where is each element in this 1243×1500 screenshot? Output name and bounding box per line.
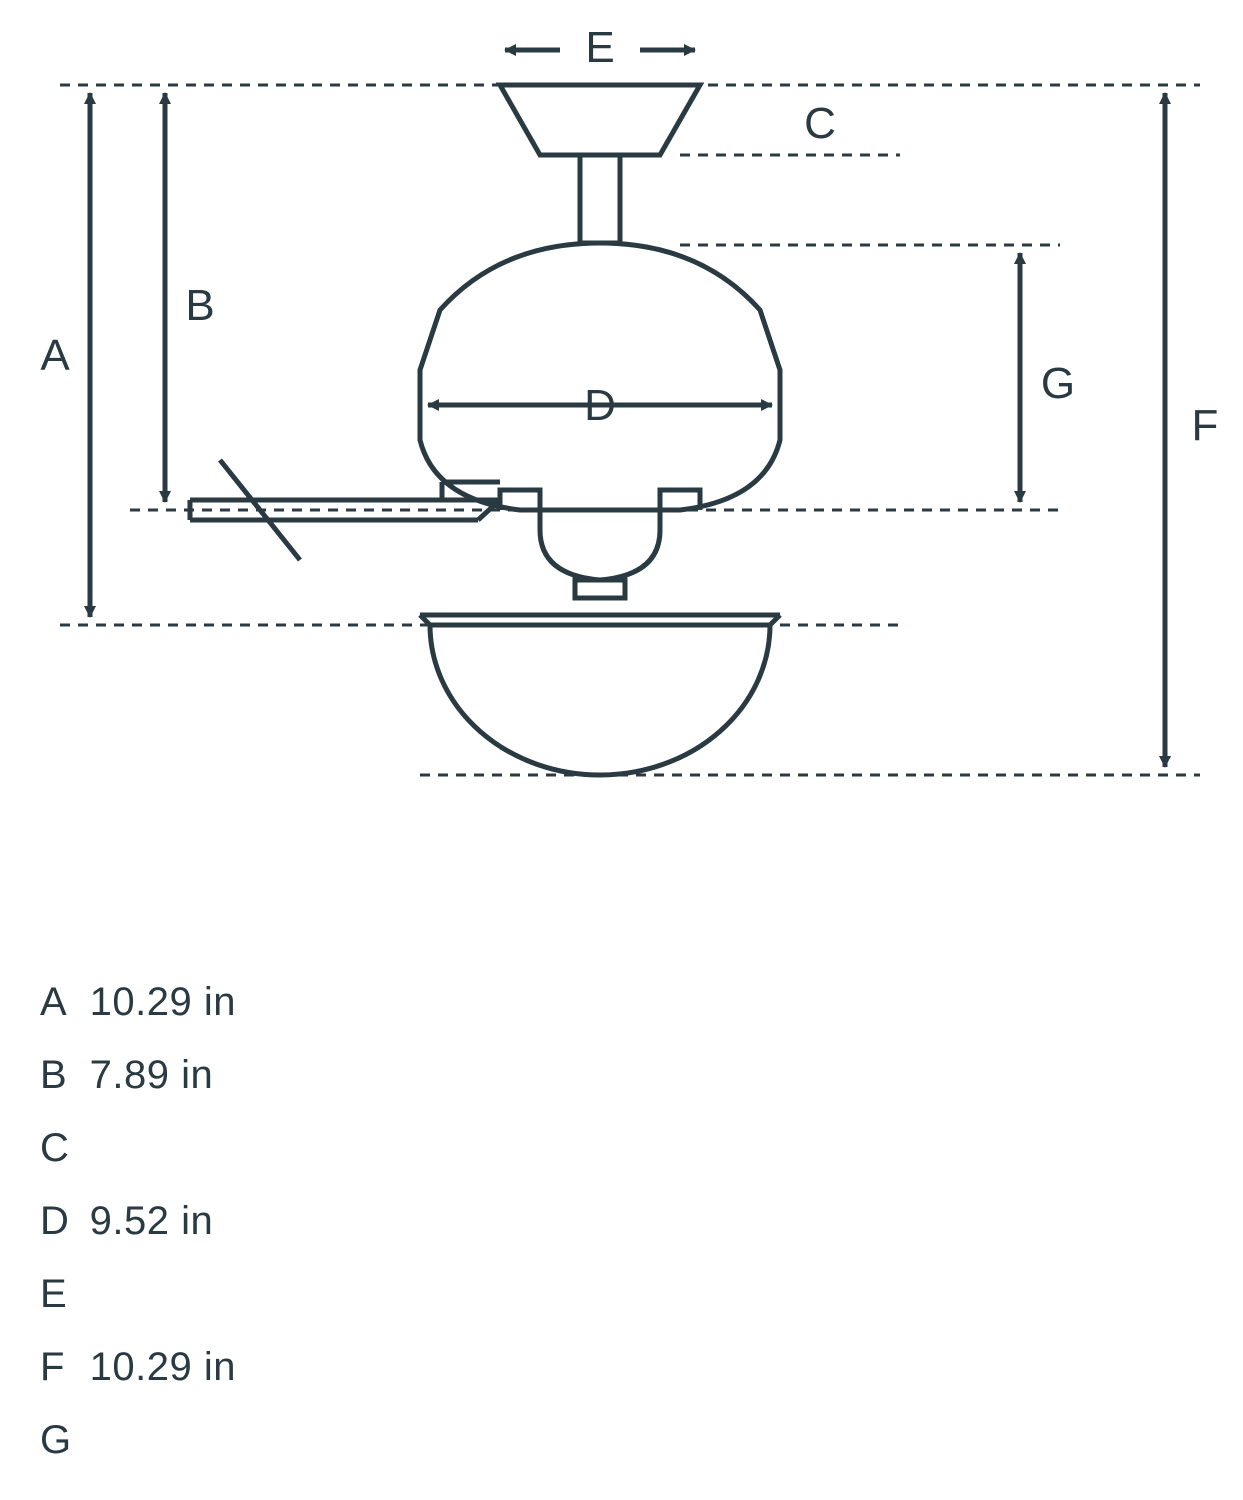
legend-key: C [40,1126,78,1171]
dimension-arrows [90,50,1165,767]
legend-key: D [40,1199,78,1244]
legend-row: E [40,1272,236,1317]
legend-value: 10.29 in [90,980,236,1024]
dimension-legend: A 10.29 in B 7.89 in C D 9.52 in E F 10.… [40,980,236,1491]
fan-dimension-diagram: E D A B C G F [0,0,1243,880]
diagram-svg: E D A B C G F [0,0,1243,880]
legend-row: F 10.29 in [40,1345,236,1390]
legend-row: D 9.52 in [40,1199,236,1244]
label-E: E [585,23,614,72]
label-F: F [1192,401,1219,450]
legend-key: F [40,1345,78,1390]
legend-key: B [40,1053,78,1098]
legend-row: B 7.89 in [40,1053,236,1098]
label-B: B [185,281,214,330]
fan-outline [190,85,780,775]
label-C: C [804,99,836,148]
legend-key: E [40,1272,78,1317]
label-G: G [1041,359,1075,408]
legend-key: A [40,980,78,1025]
page: E D A B C G F A 10.29 in B 7.89 in C D 9… [0,0,1243,1500]
legend-key: G [40,1418,78,1463]
label-A: A [40,331,70,380]
legend-value: 9.52 in [90,1199,214,1243]
dashed-guides [60,85,1200,775]
legend-value: 7.89 in [90,1053,214,1097]
legend-value: 10.29 in [90,1345,236,1389]
legend-row: G [40,1418,236,1463]
legend-row: C [40,1126,236,1171]
legend-row: A 10.29 in [40,980,236,1025]
label-D: D [584,381,616,430]
